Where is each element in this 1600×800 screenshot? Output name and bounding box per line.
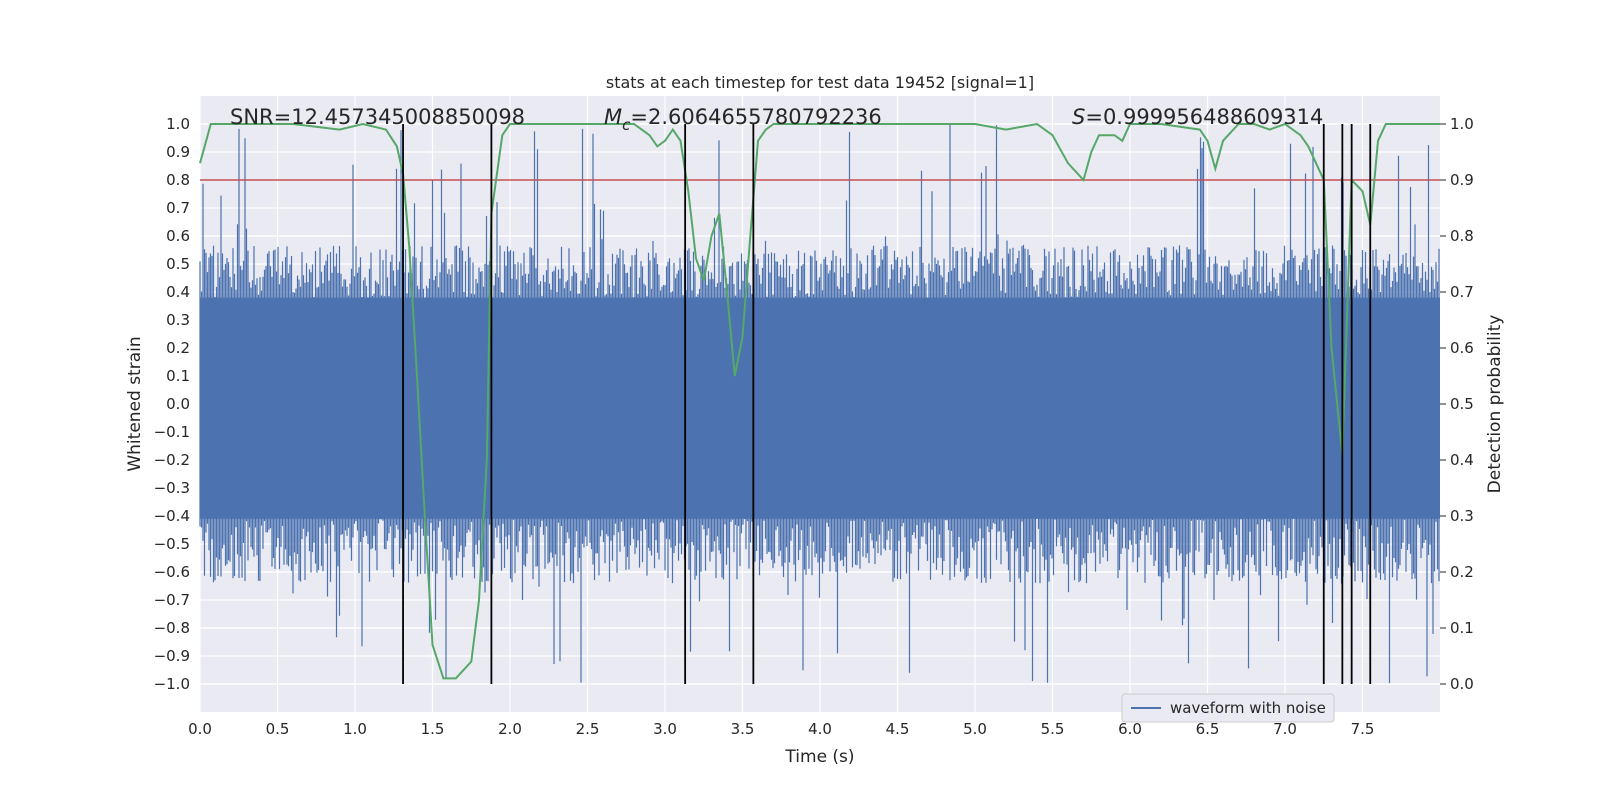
detection-probability-line bbox=[199, 122, 1440, 680]
left-y-tick-label: 0.8 bbox=[166, 171, 190, 189]
chirp-mass-value: =2.6064655780792236 bbox=[630, 105, 881, 129]
left-y-tick-label: 0.0 bbox=[166, 395, 190, 413]
x-tick-label: 4.5 bbox=[886, 720, 910, 738]
left-y-tick-label: −1.0 bbox=[154, 675, 190, 693]
left-y-axis-label: Whitened strain bbox=[125, 336, 145, 471]
right-y-tick-label: 0.7 bbox=[1450, 283, 1474, 301]
left-y-tick-label: 1.0 bbox=[166, 115, 190, 133]
x-axis-label: Time (s) bbox=[784, 747, 854, 767]
right-y-axis-label: Detection probability bbox=[1485, 315, 1505, 494]
left-y-tick-label: 0.3 bbox=[166, 311, 190, 329]
left-y-tick-label: −0.1 bbox=[154, 423, 190, 441]
x-tick-label: 1.0 bbox=[343, 720, 367, 738]
left-y-tick-label: −0.2 bbox=[154, 451, 190, 469]
legend-label-waveform: waveform with noise bbox=[1170, 699, 1326, 717]
left-y-tick-label: 0.2 bbox=[166, 339, 190, 357]
x-tick-label: 0.0 bbox=[188, 720, 212, 738]
right-y-tick-label: 0.5 bbox=[1450, 395, 1474, 413]
left-y-tick-label: −0.6 bbox=[154, 563, 190, 581]
event-vertical-lines bbox=[402, 124, 1372, 684]
chirp-mass-symbol: M bbox=[604, 105, 622, 129]
legend-box bbox=[1121, 693, 1335, 723]
legend: waveform with noise bbox=[1121, 693, 1335, 723]
x-tick-label: 3.5 bbox=[731, 720, 755, 738]
s-value: =0.999956488609314 bbox=[1085, 105, 1323, 129]
right-y-tick-label: 0.8 bbox=[1450, 227, 1474, 245]
x-tick-label: 6.5 bbox=[1196, 720, 1220, 738]
right-y-tick-label: 0.2 bbox=[1450, 563, 1474, 581]
left-y-tick-label: 0.4 bbox=[166, 283, 190, 301]
x-tick-label: 5.5 bbox=[1041, 720, 1065, 738]
x-tick-label: 7.5 bbox=[1351, 720, 1375, 738]
right-y-tick-labels: 1.0 0.9 0.8 0.7 0.6 0.5 0.4 0.3 0.2 0.1 0.0 bbox=[1440, 115, 1474, 693]
waveform-with-noise-line bbox=[199, 124, 1440, 684]
x-tick-label: 5.0 bbox=[963, 720, 987, 738]
waveform-series bbox=[199, 124, 1440, 684]
left-y-tick-label: 0.5 bbox=[166, 255, 190, 273]
left-y-tick-label: −0.3 bbox=[154, 479, 190, 497]
right-y-tick-label: 0.3 bbox=[1450, 507, 1474, 525]
left-y-tick-labels: 1.0 0.9 0.8 0.7 0.6 0.5 0.4 0.3 0.2 0.1 0.0 −0.1 −0.… bbox=[154, 115, 190, 693]
x-tick-label: 1.5 bbox=[421, 720, 445, 738]
right-y-tick-label: 0.6 bbox=[1450, 339, 1474, 357]
right-y-tick-label: 0.1 bbox=[1450, 619, 1474, 637]
x-tick-label: 4.0 bbox=[808, 720, 832, 738]
chirp-mass-annotation: Mc=2.6064655780792236 bbox=[604, 105, 882, 134]
x-tick-label: 7.0 bbox=[1273, 720, 1297, 738]
snr-annotation: SNR=12.457345008850098 bbox=[230, 105, 525, 129]
x-tick-label: 3.0 bbox=[653, 720, 677, 738]
right-y-tick-label: 0.0 bbox=[1450, 675, 1474, 693]
s-annotation: S=0.999956488609314 bbox=[1072, 105, 1323, 129]
left-y-tick-label: −0.7 bbox=[154, 591, 190, 609]
left-y-tick-label: 0.1 bbox=[166, 367, 190, 385]
right-y-tick-label: 0.9 bbox=[1450, 171, 1474, 189]
x-tick-label: 2.0 bbox=[498, 720, 522, 738]
left-y-tick-label: 0.7 bbox=[166, 199, 190, 217]
left-y-tick-label: 0.9 bbox=[166, 143, 190, 161]
right-y-tick-label: 0.4 bbox=[1450, 451, 1474, 469]
x-tick-labels: 0.0 0.5 1.0 1.5 2.0 2.5 3.0 3.5 4.0 4.5 5.0 5.5 6.0 6… bbox=[188, 720, 1374, 738]
right-y-tick-label: 1.0 bbox=[1450, 115, 1474, 133]
probability-series bbox=[199, 122, 1440, 680]
left-y-tick-label: −0.8 bbox=[154, 619, 190, 637]
left-y-tick-label: −0.5 bbox=[154, 535, 190, 553]
x-tick-label: 2.5 bbox=[576, 720, 600, 738]
chirp-mass-subscript: c bbox=[622, 116, 631, 134]
x-tick-label: 0.5 bbox=[266, 720, 290, 738]
chart-title: stats at each timestep for test data 194… bbox=[606, 73, 1034, 92]
x-tick-label: 6.0 bbox=[1118, 720, 1142, 738]
left-y-tick-label: −0.4 bbox=[154, 507, 190, 525]
s-symbol: S bbox=[1072, 105, 1085, 129]
left-y-tick-label: −0.9 bbox=[154, 647, 190, 665]
left-y-tick-label: 0.6 bbox=[166, 227, 190, 245]
